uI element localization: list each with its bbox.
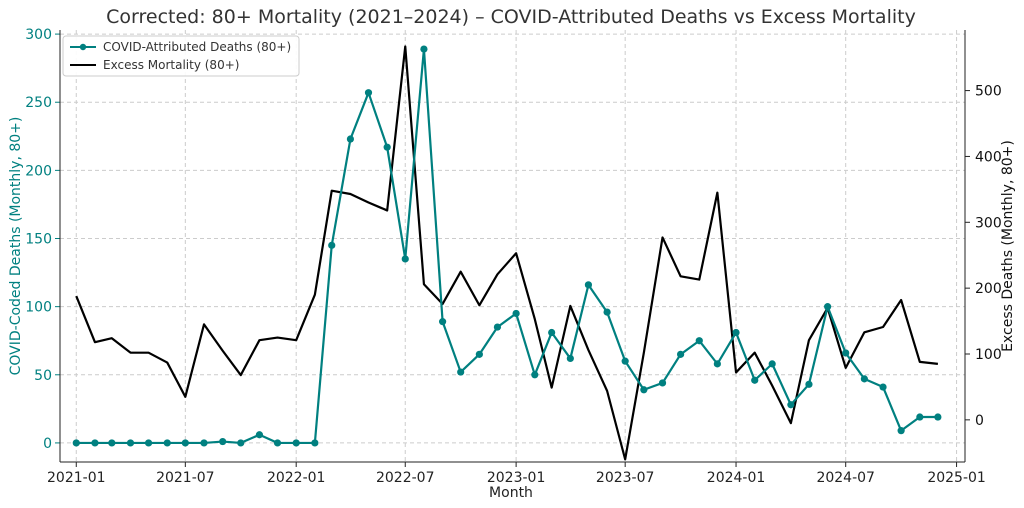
legend-marker-covid bbox=[79, 43, 87, 51]
covid-deaths-point bbox=[934, 413, 942, 421]
left-tick-label: 200 bbox=[25, 163, 52, 179]
plot-area bbox=[72, 45, 942, 461]
covid-deaths-point bbox=[640, 386, 648, 394]
covid-deaths-point bbox=[603, 308, 611, 316]
x-tick-label: 2025-01 bbox=[927, 470, 986, 486]
covid-deaths-point bbox=[292, 439, 300, 447]
covid-deaths-point bbox=[512, 309, 520, 318]
covid-deaths-point bbox=[311, 439, 319, 447]
covid-deaths-point bbox=[493, 323, 502, 331]
right-tick-label: 400 bbox=[975, 149, 1002, 165]
covid-deaths-point bbox=[916, 413, 924, 421]
covid-deaths-point bbox=[475, 350, 483, 358]
left-axis-label: COVID-Coded Deaths (Monthly, 80+) bbox=[8, 117, 24, 376]
covid-deaths-point bbox=[346, 135, 355, 143]
covid-deaths-point bbox=[787, 401, 795, 409]
covid-deaths-point bbox=[144, 439, 153, 447]
x-tick-label: 2024-07 bbox=[816, 470, 875, 486]
left-tick-label: 150 bbox=[25, 232, 52, 248]
excess-mortality-line bbox=[75, 45, 939, 461]
legend-label-covid: COVID-Attributed Deaths (80+) bbox=[103, 40, 291, 54]
covid-deaths-point bbox=[658, 379, 667, 387]
covid-deaths-point bbox=[420, 45, 428, 53]
right-tick-label: 100 bbox=[975, 347, 1002, 363]
covid-deaths-point bbox=[566, 354, 574, 363]
covid-deaths-point bbox=[273, 439, 282, 447]
covid-deaths-point bbox=[255, 431, 264, 439]
x-axis-label: Month bbox=[489, 485, 533, 501]
right-tick-label: 500 bbox=[975, 84, 1002, 100]
covid-deaths-point bbox=[879, 383, 887, 391]
covid-deaths-point bbox=[842, 349, 850, 357]
covid-deaths-point bbox=[677, 350, 685, 358]
x-tick-label: 2024-01 bbox=[707, 470, 766, 486]
covid-deaths-point bbox=[200, 439, 208, 447]
x-tick-label: 2021-01 bbox=[47, 470, 106, 486]
covid-deaths-point bbox=[695, 337, 703, 345]
covid-deaths-point bbox=[439, 318, 447, 326]
right-axis-label: Excess Deaths (Monthly, 80+) bbox=[1000, 140, 1016, 352]
covid-deaths-point bbox=[713, 360, 721, 368]
covid-deaths-point bbox=[126, 439, 135, 447]
x-tick-label: 2023-01 bbox=[487, 470, 546, 486]
x-tick-label: 2022-01 bbox=[267, 470, 326, 486]
legend-label-excess: Excess Mortality (80+) bbox=[103, 58, 239, 72]
covid-deaths-point bbox=[897, 427, 905, 435]
right-tick-label: 300 bbox=[975, 215, 1002, 231]
left-tick-label: 250 bbox=[25, 95, 52, 111]
covid-deaths-point bbox=[732, 328, 740, 337]
grid bbox=[60, 30, 965, 462]
covid-deaths-point bbox=[383, 143, 391, 151]
x-tick-label: 2023-07 bbox=[596, 470, 655, 486]
left-tick-label: 50 bbox=[34, 368, 52, 384]
covid-deaths-point bbox=[328, 241, 336, 249]
right-tick-label: 200 bbox=[975, 281, 1002, 297]
x-tick-label: 2022-07 bbox=[376, 470, 435, 486]
axes: 2021-01 2021-07 2022-01 2022-07 2023-01 2023-… bbox=[25, 27, 1001, 486]
covid-deaths-point bbox=[584, 281, 593, 289]
left-tick-label: 300 bbox=[25, 27, 52, 43]
covid-deaths-point bbox=[72, 439, 80, 447]
covid-deaths-point bbox=[621, 357, 629, 365]
covid-deaths-point bbox=[401, 255, 409, 263]
covid-deaths-point bbox=[364, 89, 373, 97]
covid-deaths-point bbox=[768, 360, 776, 368]
covid-deaths-point bbox=[108, 439, 116, 447]
chart-title: Corrected: 80+ Mortality (2021–2024) – C… bbox=[106, 6, 916, 28]
covid-deaths-point bbox=[548, 328, 556, 337]
legend-frame bbox=[62, 35, 300, 77]
legend: COVID-Attributed Deaths (80+) Excess Mor… bbox=[62, 35, 300, 77]
covid-deaths-point bbox=[751, 376, 759, 384]
left-tick-label: 0 bbox=[43, 436, 52, 452]
covid-deaths-point bbox=[531, 371, 539, 379]
x-tick-label: 2021-07 bbox=[156, 470, 215, 486]
covid-deaths-point bbox=[824, 303, 832, 311]
covid-deaths-point bbox=[805, 380, 813, 388]
covid-deaths-point bbox=[237, 439, 245, 447]
covid-deaths-point bbox=[181, 439, 189, 447]
covid-deaths-point bbox=[457, 368, 465, 376]
left-tick-label: 100 bbox=[25, 300, 52, 316]
right-tick-label: 0 bbox=[975, 413, 984, 429]
covid-deaths-point bbox=[860, 375, 868, 383]
covid-deaths-point bbox=[163, 439, 171, 447]
covid-deaths-point bbox=[219, 437, 227, 446]
covid-deaths-point bbox=[91, 439, 99, 447]
